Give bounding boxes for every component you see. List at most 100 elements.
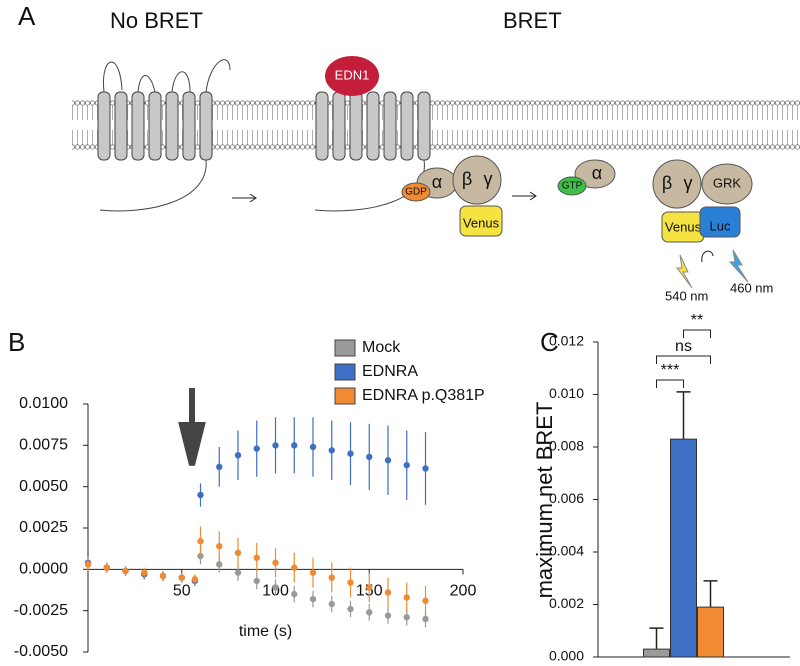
legend-swatch: [334, 387, 356, 405]
point: [103, 564, 110, 571]
point: [191, 576, 199, 583]
point: [422, 465, 429, 472]
point: [197, 538, 204, 545]
point: [328, 600, 335, 608]
y-tick-label: 0.0025: [19, 519, 68, 536]
subunit-label: β: [462, 169, 472, 189]
legend-swatch: [334, 339, 356, 357]
y-tick-label: 0.0050: [19, 478, 68, 495]
significance-label: ***: [661, 362, 680, 379]
gtp-label: GTP: [562, 181, 583, 192]
y-tick-label: 0.000: [549, 648, 584, 664]
point: [253, 577, 260, 585]
y-tick-label: 0.008: [549, 438, 584, 454]
point: [141, 569, 148, 576]
point: [272, 559, 279, 566]
point: [403, 461, 410, 469]
point: [234, 569, 242, 576]
membrane: [72, 100, 800, 150]
ligand-label: EDN1: [335, 67, 370, 82]
gdp: [401, 182, 431, 202]
subunit-label: γ: [484, 169, 493, 189]
significance-label: ns: [675, 338, 692, 355]
y-tick-label: 0.0100: [19, 395, 68, 412]
legend-label: Mock: [362, 339, 401, 356]
wavelength: 460 nm: [730, 280, 773, 295]
grk-label: GRK: [713, 175, 742, 190]
point: [347, 579, 354, 586]
y-tick-label: 0.010: [549, 385, 584, 401]
point: [366, 453, 373, 461]
point: [253, 554, 260, 561]
point: [178, 574, 185, 581]
significance-bracket: [656, 379, 684, 388]
g-alpha: [574, 159, 616, 189]
point: [347, 605, 354, 613]
point: [197, 491, 204, 499]
point: [291, 590, 298, 598]
arrow: [701, 250, 714, 263]
point: [122, 567, 129, 575]
arrow: [232, 191, 537, 203]
subunit-label: γ: [684, 173, 693, 193]
luc-label: Luc: [710, 218, 731, 233]
point: [347, 450, 354, 457]
significance-bracket: [656, 355, 711, 364]
legend-label: EDNRA p.Q381P: [362, 387, 485, 404]
point: [384, 612, 392, 619]
venus-label: Venus: [463, 215, 500, 230]
point: [272, 584, 279, 591]
point: [234, 549, 242, 556]
point: [328, 447, 335, 454]
panel-label: C: [540, 327, 559, 357]
x-tick-label: 200: [450, 583, 477, 600]
state-title: No BRET: [110, 8, 203, 33]
significance-label: **: [691, 312, 703, 329]
subunit-label: α: [592, 163, 602, 183]
bolt: [676, 254, 693, 289]
loop: [99, 59, 231, 212]
point: [216, 561, 223, 568]
point: [366, 584, 373, 591]
point: [291, 564, 298, 571]
luc: [699, 206, 741, 238]
point: [384, 589, 392, 596]
bar: [670, 438, 697, 658]
legend-label: EDNRA: [362, 363, 418, 380]
subunit-label: β: [662, 173, 672, 193]
point: [328, 574, 335, 581]
gtp: [557, 176, 587, 196]
point: [403, 594, 410, 601]
state-title: BRET: [503, 8, 562, 33]
point: [272, 442, 279, 449]
bolt: [728, 249, 749, 283]
point: [253, 445, 260, 452]
receptor: [315, 91, 431, 161]
point: [384, 457, 392, 464]
point: [291, 442, 298, 449]
point: [234, 452, 242, 459]
diagram: A No BRET BRET EDN1 α GDP β γ Venus α GT…: [18, 1, 800, 303]
point: [422, 597, 429, 604]
g-beta-gamma: [452, 155, 502, 205]
point: [422, 615, 429, 623]
point: [366, 609, 373, 616]
x-tick-label: 50: [173, 583, 191, 600]
point: [403, 614, 410, 621]
g-beta-gamma: [652, 159, 702, 209]
y-tick-label: 0.0000: [19, 561, 68, 578]
significance-bracket: [683, 329, 711, 338]
y-axis-label: maximum net BRET: [532, 402, 557, 599]
venus-label: Venus: [665, 219, 702, 234]
receptor: [97, 91, 213, 161]
point: [84, 561, 92, 568]
gdp-label: GDP: [405, 187, 427, 198]
grk: [701, 163, 753, 205]
point: [309, 595, 317, 603]
y-tick-label: -0.0025: [14, 602, 68, 619]
point: [309, 569, 317, 576]
point: [216, 463, 223, 471]
subunit-label: α: [432, 172, 442, 192]
y-tick-label: 0.006: [549, 490, 584, 506]
